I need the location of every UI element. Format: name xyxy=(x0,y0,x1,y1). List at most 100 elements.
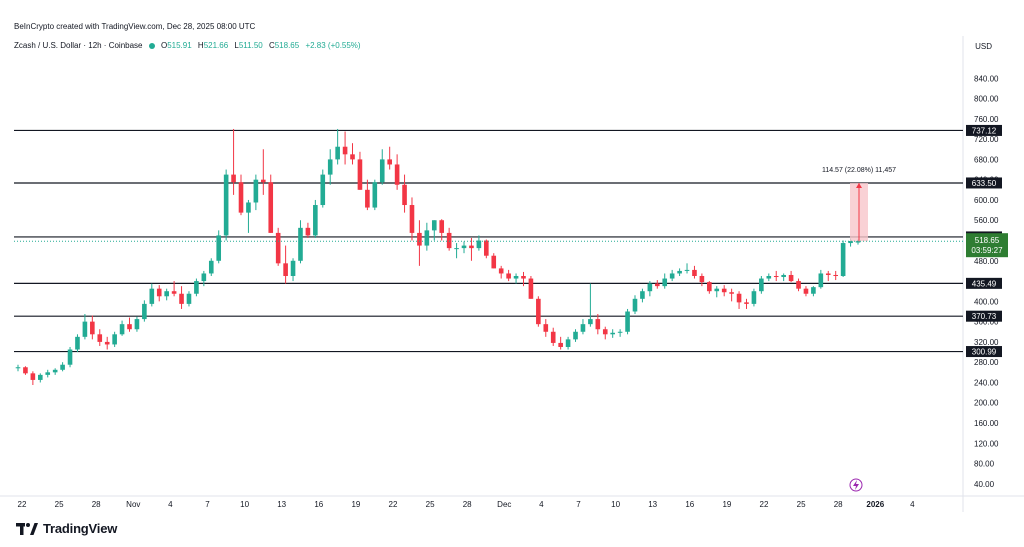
candle-body xyxy=(521,276,526,279)
candle-body xyxy=(112,334,117,345)
x-tick-label: 25 xyxy=(426,500,435,509)
candle-body xyxy=(402,184,407,206)
candle xyxy=(45,369,51,378)
y-tick-label: 80.00 xyxy=(974,460,995,469)
candle xyxy=(602,326,608,340)
candle-body xyxy=(759,278,764,292)
candle xyxy=(662,273,668,289)
candle-body xyxy=(840,243,846,276)
candle xyxy=(558,336,563,350)
candle xyxy=(82,314,88,340)
candle xyxy=(246,199,251,233)
candle xyxy=(372,179,378,211)
candle xyxy=(357,151,363,190)
candle-body xyxy=(803,288,809,294)
candle xyxy=(721,285,727,297)
level-price-tag xyxy=(966,277,1002,289)
current-price-value: 518.65 xyxy=(975,236,1000,245)
x-tick-label: 10 xyxy=(240,500,249,509)
candle-body xyxy=(684,269,690,271)
high-value: 521.66 xyxy=(203,41,229,50)
candle-body xyxy=(313,205,318,236)
candle-body xyxy=(365,189,370,208)
level-price-tag xyxy=(966,310,1002,322)
level-price-label: 370.73 xyxy=(972,312,997,321)
candle xyxy=(625,308,630,335)
candle-body xyxy=(707,282,712,292)
candle xyxy=(469,237,474,261)
candle-body xyxy=(82,321,88,337)
candle-body xyxy=(491,255,497,269)
candle-body xyxy=(469,245,474,249)
candle xyxy=(840,240,846,278)
candle xyxy=(231,128,236,195)
symbol-title[interactable]: Zcash / U.S. Dollar · 12h · Coinbase xyxy=(14,41,143,50)
candle-body xyxy=(773,276,779,278)
candle-body xyxy=(350,154,355,160)
x-tick-label: Nov xyxy=(126,500,140,509)
candle-body xyxy=(677,270,682,274)
candle xyxy=(595,314,601,335)
candle xyxy=(781,273,786,282)
x-tick-label: 16 xyxy=(685,500,694,509)
y-tick-label: 40.00 xyxy=(974,480,995,489)
candle xyxy=(365,179,370,211)
low-value: 511.50 xyxy=(238,41,263,50)
candle-body xyxy=(104,341,110,345)
candle-body xyxy=(751,291,757,304)
candle-body xyxy=(283,263,288,276)
candle xyxy=(476,235,482,251)
lightning-icon[interactable] xyxy=(849,478,863,492)
candle xyxy=(313,199,318,238)
candle xyxy=(134,316,140,332)
candle xyxy=(208,258,214,276)
candle xyxy=(23,366,28,375)
candle xyxy=(825,270,831,282)
measure-label: 114.57 (22.08%) 11,457 xyxy=(822,167,896,174)
candle-body xyxy=(654,283,660,287)
candle xyxy=(573,329,578,342)
candle-body xyxy=(825,273,831,275)
measure-arrow-head xyxy=(856,182,862,188)
candle-body xyxy=(379,159,385,183)
candle xyxy=(617,329,623,337)
candle xyxy=(736,291,742,309)
candle xyxy=(833,270,839,281)
candle xyxy=(773,270,779,282)
x-tick-label: 7 xyxy=(205,500,210,509)
candle-body xyxy=(796,281,801,289)
candle-body xyxy=(275,232,281,264)
candle xyxy=(67,346,73,368)
candle-body xyxy=(602,329,608,335)
x-tick-label: 16 xyxy=(314,500,323,509)
level-price-label: 435.49 xyxy=(972,279,997,288)
candle xyxy=(550,327,556,346)
candle xyxy=(335,128,340,165)
level-price-label: 300.99 xyxy=(972,348,997,357)
close-value: 518.65 xyxy=(274,41,300,50)
candle-body xyxy=(387,159,392,165)
candle-body xyxy=(506,273,511,279)
x-tick-label: 28 xyxy=(463,500,472,509)
candle xyxy=(320,169,326,208)
level-price-tag xyxy=(966,177,1002,189)
candle xyxy=(796,278,801,292)
candle xyxy=(446,227,452,251)
candle-body xyxy=(357,159,363,190)
currency-label[interactable]: USD xyxy=(975,42,992,51)
candle xyxy=(52,368,58,375)
candle xyxy=(424,222,430,251)
candle xyxy=(484,239,489,259)
candle-body xyxy=(744,302,749,304)
brand-name: TradingView xyxy=(43,521,118,536)
level-price-tag xyxy=(966,124,1002,136)
candle-body xyxy=(692,269,697,276)
candle-body xyxy=(194,281,199,294)
candle xyxy=(417,220,422,266)
level-price-label: 737.12 xyxy=(972,126,997,135)
candle-body xyxy=(171,291,177,294)
x-tick-label: 22 xyxy=(18,500,27,509)
candle-body xyxy=(736,293,742,303)
x-tick-label: 25 xyxy=(797,500,806,509)
